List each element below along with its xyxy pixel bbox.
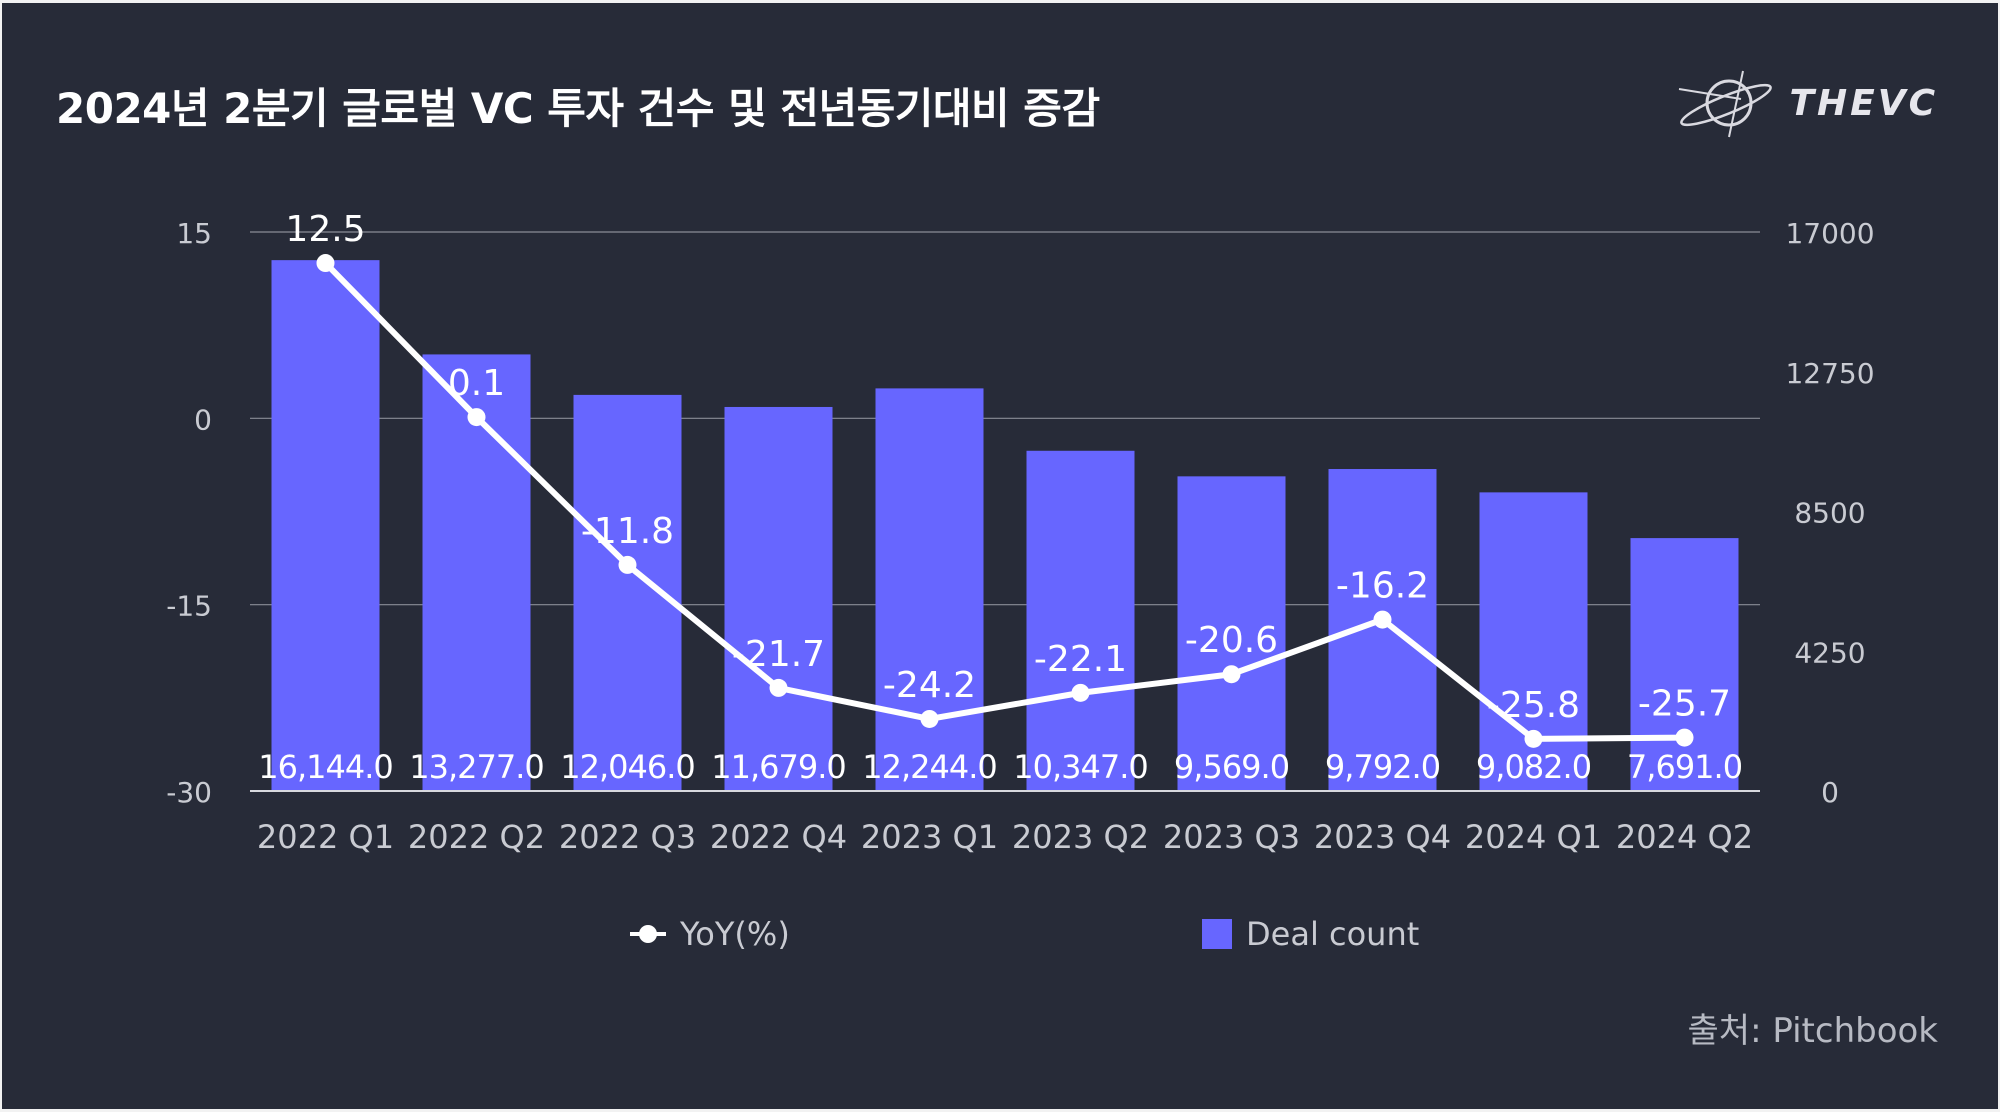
yoy-point bbox=[1071, 683, 1090, 702]
yoy-point bbox=[1222, 665, 1241, 684]
y-right-tick-label: 8500 bbox=[1794, 497, 1865, 530]
logo-wordmark: THEVC bbox=[1789, 82, 1938, 124]
legend-label-yoy: YoY(%) bbox=[680, 915, 790, 953]
yoy-data-label: 0.1 bbox=[448, 363, 505, 404]
y-right-tick-label: 0 bbox=[1821, 776, 1839, 809]
bar-data-label: 12,046.0 bbox=[560, 748, 695, 786]
yoy-data-label: -24.2 bbox=[883, 665, 976, 706]
line-series: 12.5 0.1 -11.8 -21.7 -24.2 -22.1 -20.6 -16.2 -25… bbox=[285, 209, 1731, 748]
yoy-data-label: -20.6 bbox=[1185, 620, 1278, 661]
legend-item-deal-count: Deal count bbox=[1202, 915, 1419, 953]
bar-data-label: 16,144.0 bbox=[258, 748, 393, 786]
bar-data-label: 10,347.0 bbox=[1013, 748, 1148, 786]
bar-data-label: 7,691.0 bbox=[1627, 748, 1742, 786]
y-right-tick-label: 12750 bbox=[1785, 357, 1874, 390]
x-tick-label: 2022 Q1 bbox=[257, 818, 394, 856]
bar-data-label: 11,679.0 bbox=[711, 748, 846, 786]
orbit-logo-icon bbox=[1679, 70, 1773, 138]
yoy-data-label: -16.2 bbox=[1336, 566, 1429, 607]
y-left-tick-label: 0 bbox=[194, 403, 212, 436]
x-tick-label: 2024 Q2 bbox=[1616, 818, 1753, 856]
y-left-tick-label: 15 bbox=[176, 217, 212, 250]
x-tick-label: 2024 Q1 bbox=[1465, 818, 1602, 856]
legend-line-marker-icon bbox=[630, 923, 666, 945]
source-note: 출처: Pitchbook bbox=[1687, 1011, 1938, 1051]
yoy-point bbox=[769, 678, 788, 697]
yoy-data-label: -25.7 bbox=[1638, 684, 1731, 725]
bar bbox=[724, 406, 833, 791]
thevc-logo: THEVC bbox=[1671, 65, 1938, 141]
yoy-point bbox=[618, 555, 637, 574]
x-tick-label: 2023 Q3 bbox=[1163, 818, 1300, 856]
yoy-point bbox=[1675, 728, 1694, 747]
chart-title: 2024년 2분기 글로벌 VC 투자 건수 및 전년동기대비 증감 bbox=[56, 84, 1100, 133]
bar bbox=[1328, 469, 1437, 791]
x-tick-label: 2023 Q2 bbox=[1012, 818, 1149, 856]
y-right-tick-label: 4250 bbox=[1794, 636, 1865, 669]
legend-label-deal-count: Deal count bbox=[1246, 915, 1420, 953]
yoy-point bbox=[1524, 729, 1543, 748]
yoy-point bbox=[467, 408, 486, 427]
yoy-point bbox=[316, 254, 335, 273]
yoy-data-label: -22.1 bbox=[1034, 639, 1127, 680]
legend-item-yoy: YoY(%) bbox=[630, 915, 790, 953]
y-right-tick-label: 17000 bbox=[1785, 217, 1874, 250]
yoy-point bbox=[920, 709, 939, 728]
x-tick-label: 2022 Q3 bbox=[559, 818, 696, 856]
chart-legend: YoY(%) Deal count bbox=[0, 915, 2000, 965]
bar-data-label: 9,082.0 bbox=[1476, 748, 1591, 786]
axes: 15 0 -15 -30 17000 12750 8500 4250 0 2022 Q1 2022 … bbox=[166, 217, 1874, 856]
yoy-point bbox=[1373, 610, 1392, 629]
yoy-data-label: 12.5 bbox=[285, 209, 365, 250]
yoy-data-label: -11.8 bbox=[581, 511, 674, 552]
x-tick-label: 2022 Q4 bbox=[710, 818, 847, 856]
x-tick-label: 2023 Q4 bbox=[1314, 818, 1451, 856]
legend-square-icon bbox=[1202, 919, 1232, 949]
bar-data-label: 13,277.0 bbox=[409, 748, 544, 786]
bar-data-label: 12,244.0 bbox=[862, 748, 997, 786]
bar-data-label: 9,792.0 bbox=[1325, 748, 1440, 786]
y-left-tick-label: -15 bbox=[166, 590, 212, 623]
x-tick-label: 2023 Q1 bbox=[861, 818, 998, 856]
chart-card: 2024년 2분기 글로벌 VC 투자 건수 및 전년동기대비 증감 THEVC… bbox=[2, 3, 1998, 1109]
yoy-data-label: -25.8 bbox=[1487, 685, 1580, 726]
bar bbox=[875, 388, 984, 791]
bar bbox=[422, 354, 531, 791]
yoy-line bbox=[323, 260, 1685, 742]
bar bbox=[271, 260, 380, 791]
y-left-tick-label: -30 bbox=[166, 776, 212, 809]
bar bbox=[1177, 476, 1286, 791]
bar bbox=[1026, 450, 1135, 791]
yoy-data-label: -21.7 bbox=[732, 634, 825, 675]
bar-data-labels: 16,144.0 13,277.0 12,046.0 11,679.0 12,244.0… bbox=[258, 748, 1743, 786]
x-tick-label: 2022 Q2 bbox=[408, 818, 545, 856]
bar bbox=[1630, 538, 1739, 791]
bar-data-label: 9,569.0 bbox=[1174, 748, 1289, 786]
combo-chart: 16,144.0 13,277.0 12,046.0 11,679.0 12,244.0… bbox=[166, 209, 1874, 856]
